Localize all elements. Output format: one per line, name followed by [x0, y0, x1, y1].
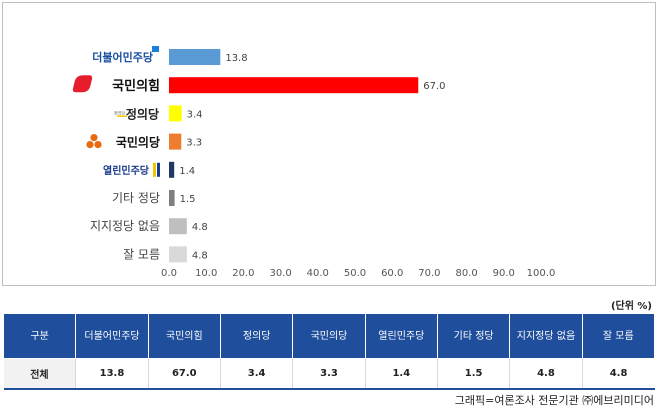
- party-logo-text: 국민의힘: [112, 78, 160, 94]
- x-tick-label: 10.0: [195, 268, 217, 279]
- graphic-credit: 그래픽=여론조사 전문기관 ㈜에브리미디어: [454, 394, 654, 407]
- data-table: 구분 더불어민주당 국민의힘 정의당 국민의당 열린민주당 기타 정당 지지정당…: [2, 313, 656, 390]
- logo-underline: [117, 115, 127, 117]
- table-cell: 13.8: [75, 358, 149, 390]
- table-cell: 3.3: [292, 358, 366, 390]
- value-label: 67.0: [423, 81, 445, 92]
- table-cell: 67.0: [147, 358, 221, 390]
- value-label: 1.4: [179, 166, 195, 177]
- table-header-cell: 더불어민주당: [75, 313, 149, 359]
- value-label: 4.8: [192, 222, 208, 233]
- value-label: 4.8: [192, 250, 208, 261]
- logo-mark-icon: [90, 134, 98, 142]
- table-cell: 4.8: [509, 358, 583, 390]
- 열린민주당: 열린민주당: [103, 162, 160, 177]
- table-header-cell: 정의당: [219, 313, 294, 359]
- logo-mark-icon: [86, 141, 94, 149]
- x-tick-label: 20.0: [232, 268, 254, 279]
- bar-7: [169, 218, 187, 235]
- value-label: 3.3: [186, 138, 202, 149]
- table-header-cell: 기타 정당: [436, 313, 511, 359]
- table-header-row: 구분 더불어민주당 국민의힘 정의당 국민의당 열린민주당 기타 정당 지지정당…: [2, 313, 656, 359]
- bar-2: [169, 77, 419, 94]
- x-tick-label: 0.0: [161, 268, 177, 279]
- table-header-cell: 국민의힘: [147, 313, 221, 359]
- x-tick-label: 70.0: [418, 268, 440, 279]
- table-row-header: 전체: [3, 358, 76, 390]
- value-label: 3.4: [187, 109, 203, 120]
- table-header-cell: 열린민주당: [364, 313, 438, 359]
- 정의당: 정의당 정의당: [114, 106, 159, 121]
- bar-4: [169, 133, 182, 150]
- category-label: 잘 모름: [123, 247, 160, 261]
- value-label: 1.5: [180, 194, 196, 205]
- 더불어민주당: 더불어민주당: [92, 46, 159, 64]
- bar-5: [169, 161, 175, 178]
- logo-mark-icon: [94, 141, 102, 149]
- logo-stripe-yellow: [153, 162, 156, 177]
- bar-8: [169, 246, 187, 263]
- bar-chart: 13.8 더불어민주당 67.0 국민의힘 3.4 정의당 정의당 3.3 국민의당 1.4 열린민…: [72, 46, 556, 279]
- party-logo-text: 정의당: [126, 106, 159, 121]
- logo-mark-icon: [72, 75, 93, 93]
- table-cell: 1.4: [364, 358, 438, 390]
- logo-flag-icon: [152, 46, 159, 52]
- party-logo-text: 더불어민주당: [92, 50, 153, 64]
- x-tick-label: 80.0: [455, 268, 477, 279]
- x-tick-label: 30.0: [269, 268, 291, 279]
- category-label: 지지정당 없음: [90, 219, 160, 233]
- table-header-cell: 지지정당 없음: [509, 313, 583, 359]
- chart-frame: 13.8 더불어민주당 67.0 국민의힘 3.4 정의당 정의당 3.3 국민의당 1.4 열린민…: [2, 2, 656, 286]
- bar-1: [169, 49, 221, 65]
- x-tick-label: 50.0: [344, 268, 366, 279]
- bar-6: [169, 190, 175, 206]
- 국민의힘: 국민의힘: [72, 75, 160, 94]
- x-tick-label: 60.0: [381, 268, 403, 279]
- table-cell: 4.8: [581, 358, 655, 390]
- party-logo-text: 국민의당: [116, 135, 160, 150]
- value-label: 13.8: [225, 53, 247, 64]
- table-header-cell: 구분: [2, 313, 77, 359]
- bar-3: [169, 105, 182, 122]
- x-tick-label: 100.0: [527, 268, 556, 279]
- table-header-cell: 잘 모름: [581, 313, 656, 359]
- 국민의당: 국민의당: [86, 134, 160, 150]
- table-row: 전체 13.8 67.0 3.4 3.3 1.4 1.5 4.8 4.8: [3, 358, 655, 390]
- table-cell: 1.5: [436, 358, 510, 390]
- table-header-cell: 국민의당: [292, 313, 366, 359]
- x-tick-label: 90.0: [493, 268, 515, 279]
- logo-stripe-blue: [157, 162, 160, 177]
- logo-small-text: 정의당: [114, 109, 125, 115]
- category-label: 기타 정당: [112, 191, 160, 205]
- x-tick-label: 40.0: [307, 268, 329, 279]
- unit-note: (단위 %): [610, 301, 652, 312]
- table-cell: 3.4: [219, 358, 293, 390]
- party-logo-text: 열린민주당: [103, 164, 150, 177]
